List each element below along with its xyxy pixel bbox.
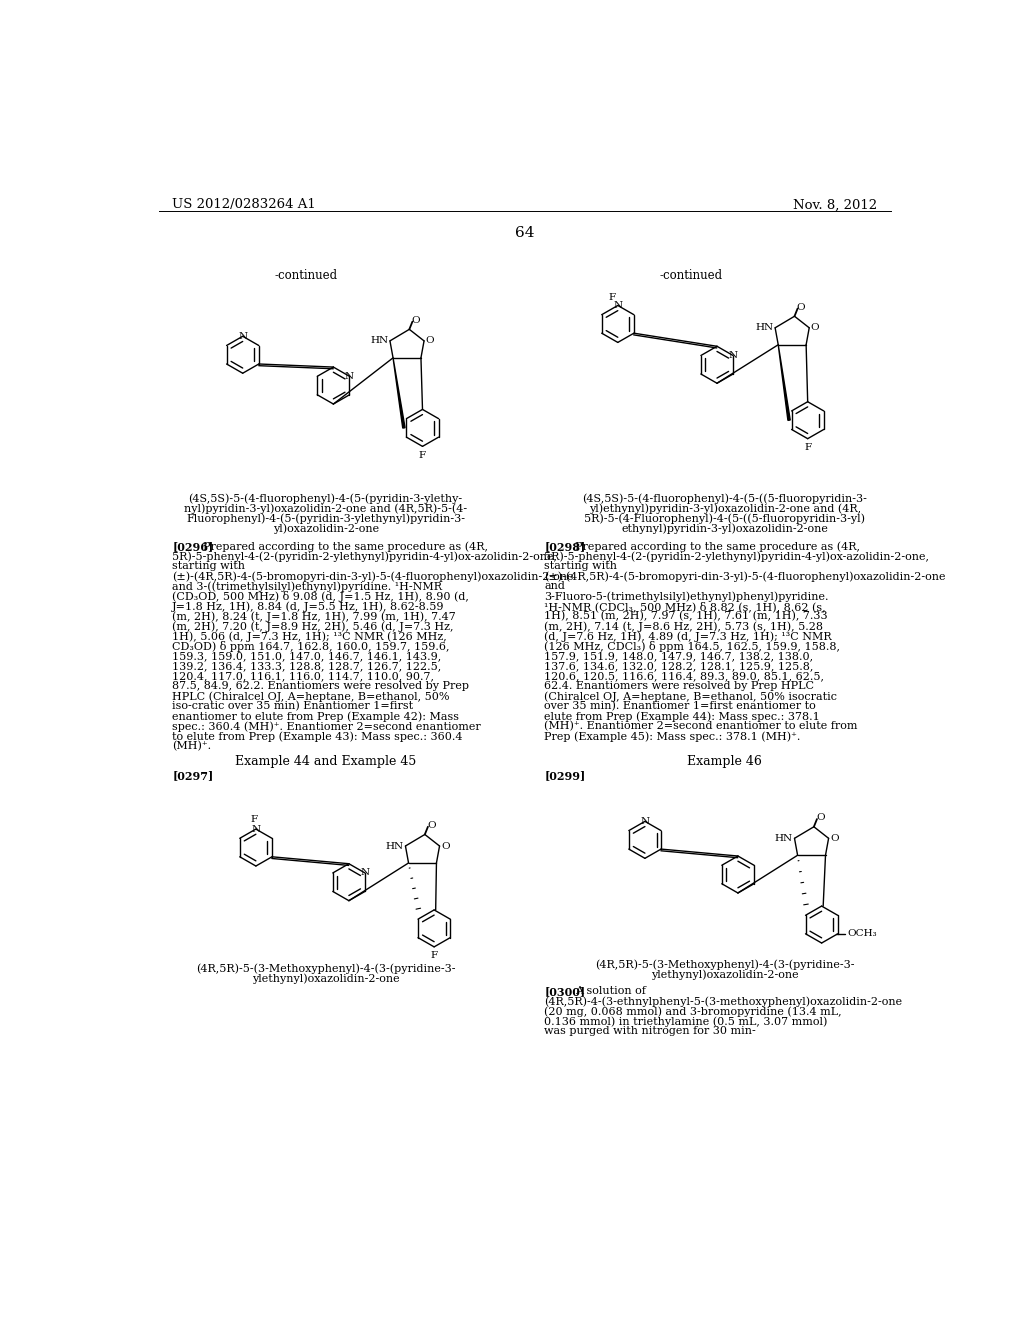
Text: Example 44 and Example 45: Example 44 and Example 45 (234, 755, 416, 768)
Text: [0299]: [0299] (544, 771, 586, 781)
Text: 139.2, 136.4, 133.3, 128.8, 128.7, 126.7, 122.5,: 139.2, 136.4, 133.3, 128.8, 128.7, 126.7… (172, 661, 441, 671)
Text: 120.6, 120.5, 116.6, 116.4, 89.3, 89.0, 85.1, 62.5,: 120.6, 120.5, 116.6, 116.4, 89.3, 89.0, … (544, 671, 824, 681)
Text: [0296]: [0296] (172, 541, 213, 552)
Text: ¹H-NMR (CDCl₃, 500 MHz) δ 8.82 (s, 1H), 8.62 (s,: ¹H-NMR (CDCl₃, 500 MHz) δ 8.82 (s, 1H), … (544, 601, 825, 612)
Text: O: O (811, 323, 819, 333)
Text: to elute from Prep (Example 43): Mass spec.: 360.4: to elute from Prep (Example 43): Mass sp… (172, 731, 463, 742)
Text: 62.4. Enantiomers were resolved by Prep HPLC: 62.4. Enantiomers were resolved by Prep … (544, 681, 814, 692)
Text: OCH₃: OCH₃ (847, 929, 877, 939)
Text: elute from Prep (Example 44): Mass spec.: 378.1: elute from Prep (Example 44): Mass spec.… (544, 711, 820, 722)
Text: ylethynyl)oxazolidin-2-one: ylethynyl)oxazolidin-2-one (651, 969, 799, 979)
Text: F: F (804, 444, 811, 453)
Text: N: N (239, 331, 247, 341)
Text: (m, 2H), 7.14 (t, J=8.6 Hz, 2H), 5.73 (s, 1H), 5.28: (m, 2H), 7.14 (t, J=8.6 Hz, 2H), 5.73 (s… (544, 622, 823, 632)
Text: starting with: starting with (172, 561, 245, 572)
Text: N: N (360, 869, 370, 878)
Text: 87.5, 84.9, 62.2. Enantiomers were resolved by Prep: 87.5, 84.9, 62.2. Enantiomers were resol… (172, 681, 469, 692)
Text: [0298]: [0298] (544, 541, 586, 552)
Text: F: F (250, 816, 257, 825)
Text: 157.9, 151.9, 148.0, 147.9, 146.7, 138.2, 138.0,: 157.9, 151.9, 148.0, 147.9, 146.7, 138.2… (544, 651, 813, 661)
Text: 5R)-5-(4-Fluorophenyl)-4-(5-((5-fluoropyridin-3-yl): 5R)-5-(4-Fluorophenyl)-4-(5-((5-fluoropy… (585, 513, 865, 524)
Text: 5R)-5-phenyl-4-(2-(pyridin-2-ylethynyl)pyridin-4-yl)ox-azolidin-2-one,: 5R)-5-phenyl-4-(2-(pyridin-2-ylethynyl)p… (544, 552, 929, 562)
Text: N: N (345, 372, 354, 380)
Text: (m, 2H), 7.20 (t, J=8.9 Hz, 2H), 5.46 (d, J=7.3 Hz,: (m, 2H), 7.20 (t, J=8.9 Hz, 2H), 5.46 (d… (172, 622, 454, 632)
Text: 159.3, 159.0, 151.0, 147.0, 146.7, 146.1, 143.9,: 159.3, 159.0, 151.0, 147.0, 146.7, 146.1… (172, 651, 441, 661)
Polygon shape (393, 358, 406, 428)
Text: F: F (419, 451, 426, 459)
Text: O: O (830, 834, 839, 842)
Text: yl)oxazolidin-2-one: yl)oxazolidin-2-one (272, 524, 379, 535)
Text: HN: HN (371, 337, 388, 346)
Text: nyl)pyridin-3-yl)oxazolidin-2-one and (4R,5R)-5-(4-: nyl)pyridin-3-yl)oxazolidin-2-one and (4… (184, 503, 467, 513)
Text: over 35 min). Enantiomer 1=first enantiomer to: over 35 min). Enantiomer 1=first enantio… (544, 701, 816, 711)
Text: N: N (613, 301, 623, 310)
Text: 1H), 8.51 (m, 2H), 7.97 (s, 1H), 7.61 (m, 1H), 7.33: 1H), 8.51 (m, 2H), 7.97 (s, 1H), 7.61 (m… (544, 611, 827, 622)
Text: ylethynyl)oxazolidin-2-one: ylethynyl)oxazolidin-2-one (252, 973, 399, 983)
Text: F: F (430, 952, 437, 961)
Text: (4S,5S)-5-(4-fluorophenyl)-4-(5-(pyridin-3-ylethy-: (4S,5S)-5-(4-fluorophenyl)-4-(5-(pyridin… (188, 494, 463, 504)
Text: Nov. 8, 2012: Nov. 8, 2012 (794, 198, 878, 211)
Text: N: N (640, 817, 649, 826)
Text: O: O (426, 337, 434, 346)
Text: 0.136 mmol) in triethylamine (0.5 mL, 3.07 mmol): 0.136 mmol) in triethylamine (0.5 mL, 3.… (544, 1016, 827, 1027)
Text: O: O (797, 302, 806, 312)
Text: N: N (728, 351, 737, 360)
Text: O: O (427, 821, 436, 830)
Text: -continued: -continued (659, 268, 723, 281)
Text: HN: HN (386, 842, 403, 850)
Text: J=1.8 Hz, 1H), 8.84 (d, J=5.5 Hz, 1H), 8.62-8.59: J=1.8 Hz, 1H), 8.84 (d, J=5.5 Hz, 1H), 8… (172, 601, 444, 611)
Text: (d, J=7.6 Hz, 1H), 4.89 (d, J=7.3 Hz, 1H); ¹³C NMR: (d, J=7.6 Hz, 1H), 4.89 (d, J=7.3 Hz, 1H… (544, 631, 831, 642)
Text: [0297]: [0297] (172, 771, 213, 781)
Text: 1H), 5.06 (d, J=7.3 Hz, 1H); ¹³C NMR (126 MHz,: 1H), 5.06 (d, J=7.3 Hz, 1H); ¹³C NMR (12… (172, 631, 446, 642)
Text: 137.6, 134.6, 132.0, 128.2, 128.1, 125.9, 125.8,: 137.6, 134.6, 132.0, 128.2, 128.1, 125.9… (544, 661, 813, 671)
Text: 120.4, 117.0, 116.1, 116.0, 114.7, 110.0, 90.7,: 120.4, 117.0, 116.1, 116.0, 114.7, 110.0… (172, 671, 434, 681)
Text: (MH)⁺.: (MH)⁺. (172, 742, 211, 751)
Text: Prepared according to the same procedure as (4R,: Prepared according to the same procedure… (575, 541, 860, 552)
Text: US 2012/0283264 A1: US 2012/0283264 A1 (172, 198, 316, 211)
Text: O: O (816, 813, 824, 822)
Text: 3-Fluoro-5-(trimethylsilyl)ethynyl)phenyl)pyridine.: 3-Fluoro-5-(trimethylsilyl)ethynyl)pheny… (544, 591, 828, 602)
Text: (MH)⁺. Enantiomer 2=second enantiomer to elute from: (MH)⁺. Enantiomer 2=second enantiomer to… (544, 721, 858, 731)
Text: F: F (608, 293, 615, 302)
Text: (4R,5R)-4-(3-ethnylphenyl-5-(3-methoxyphenyl)oxazolidin-2-one: (4R,5R)-4-(3-ethnylphenyl-5-(3-methoxyph… (544, 997, 902, 1007)
Text: yl)ethynyl)pyridin-3-yl)oxazolidin-2-one and (4R,: yl)ethynyl)pyridin-3-yl)oxazolidin-2-one… (589, 503, 861, 513)
Text: [0300]: [0300] (544, 986, 586, 997)
Text: (Chiralcel OJ, A=heptane, B=ethanol, 50% isocratic: (Chiralcel OJ, A=heptane, B=ethanol, 50%… (544, 692, 838, 702)
Text: HPLC (Chiralcel OJ, A=heptane, B=ethanol, 50%: HPLC (Chiralcel OJ, A=heptane, B=ethanol… (172, 692, 450, 702)
Text: N: N (251, 825, 260, 833)
Text: HN: HN (775, 834, 793, 842)
Text: spec.: 360.4 (MH)⁺. Enantiomer 2=second enantiomer: spec.: 360.4 (MH)⁺. Enantiomer 2=second … (172, 721, 481, 731)
Text: Fluorophenyl)-4-(5-(pyridin-3-ylethynyl)pyridin-3-: Fluorophenyl)-4-(5-(pyridin-3-ylethynyl)… (186, 513, 465, 524)
Text: HN: HN (756, 323, 773, 333)
Text: O: O (412, 315, 420, 325)
Text: (±)-(4R,5R)-4-(5-bromopyri-din-3-yl)-5-(4-fluorophenyl)oxazolidin-2-one: (±)-(4R,5R)-4-(5-bromopyri-din-3-yl)-5-(… (544, 572, 946, 582)
Text: (126 MHz, CDCl₃) δ ppm 164.5, 162.5, 159.9, 158.8,: (126 MHz, CDCl₃) δ ppm 164.5, 162.5, 159… (544, 642, 840, 652)
Text: (±)-(4R,5R)-4-(5-bromopyri-din-3-yl)-5-(4-fluorophenyl)oxazolidin-2-one: (±)-(4R,5R)-4-(5-bromopyri-din-3-yl)-5-(… (172, 572, 573, 582)
Text: O: O (441, 842, 450, 850)
Text: (20 mg, 0.068 mmol) and 3-bromopyridine (13.4 mL,: (20 mg, 0.068 mmol) and 3-bromopyridine … (544, 1006, 842, 1016)
Text: (4S,5S)-5-(4-fluorophenyl)-4-(5-((5-fluoropyridin-3-: (4S,5S)-5-(4-fluorophenyl)-4-(5-((5-fluo… (583, 494, 867, 504)
Text: iso-cratic over 35 min) Enantiomer 1=first: iso-cratic over 35 min) Enantiomer 1=fir… (172, 701, 414, 711)
Text: CD₃OD) δ ppm 164.7, 162.8, 160.0, 159.7, 159.6,: CD₃OD) δ ppm 164.7, 162.8, 160.0, 159.7,… (172, 642, 450, 652)
Text: starting with: starting with (544, 561, 617, 572)
Text: enantiomer to elute from Prep (Example 42): Mass: enantiomer to elute from Prep (Example 4… (172, 711, 459, 722)
Text: and 3-((trimethylsilyl)ethynyl)pyridine. ¹H-NMR: and 3-((trimethylsilyl)ethynyl)pyridine.… (172, 581, 442, 591)
Polygon shape (778, 345, 791, 420)
Text: (CD₃OD, 500 MHz) δ 9.08 (d, J=1.5 Hz, 1H), 8.90 (d,: (CD₃OD, 500 MHz) δ 9.08 (d, J=1.5 Hz, 1H… (172, 591, 469, 602)
Text: ethynyl)pyridin-3-yl)oxazolidin-2-one: ethynyl)pyridin-3-yl)oxazolidin-2-one (622, 524, 828, 535)
Text: 5R)-5-phenyl-4-(2-(pyridin-2-ylethynyl)pyridin-4-yl)ox-azolidin-2-one,: 5R)-5-phenyl-4-(2-(pyridin-2-ylethynyl)p… (172, 552, 557, 562)
Text: (4R,5R)-5-(3-Methoxyphenyl)-4-(3-(pyridine-3-: (4R,5R)-5-(3-Methoxyphenyl)-4-(3-(pyridi… (196, 964, 456, 974)
Text: and: and (544, 581, 565, 591)
Text: Prepared according to the same procedure as (4R,: Prepared according to the same procedure… (203, 541, 488, 552)
Text: -continued: -continued (274, 268, 338, 281)
Text: A solution of: A solution of (575, 986, 646, 997)
Text: 64: 64 (515, 226, 535, 240)
Text: Prep (Example 45): Mass spec.: 378.1 (MH)⁺.: Prep (Example 45): Mass spec.: 378.1 (MH… (544, 731, 801, 742)
Text: Example 46: Example 46 (687, 755, 762, 768)
Text: was purged with nitrogen for 30 min-: was purged with nitrogen for 30 min- (544, 1026, 756, 1036)
Text: (4R,5R)-5-(3-Methoxyphenyl)-4-(3-(pyridine-3-: (4R,5R)-5-(3-Methoxyphenyl)-4-(3-(pyridi… (595, 960, 854, 970)
Text: (m, 2H), 8.24 (t, J=1.8 Hz, 1H), 7.99 (m, 1H), 7.47: (m, 2H), 8.24 (t, J=1.8 Hz, 1H), 7.99 (m… (172, 611, 456, 622)
